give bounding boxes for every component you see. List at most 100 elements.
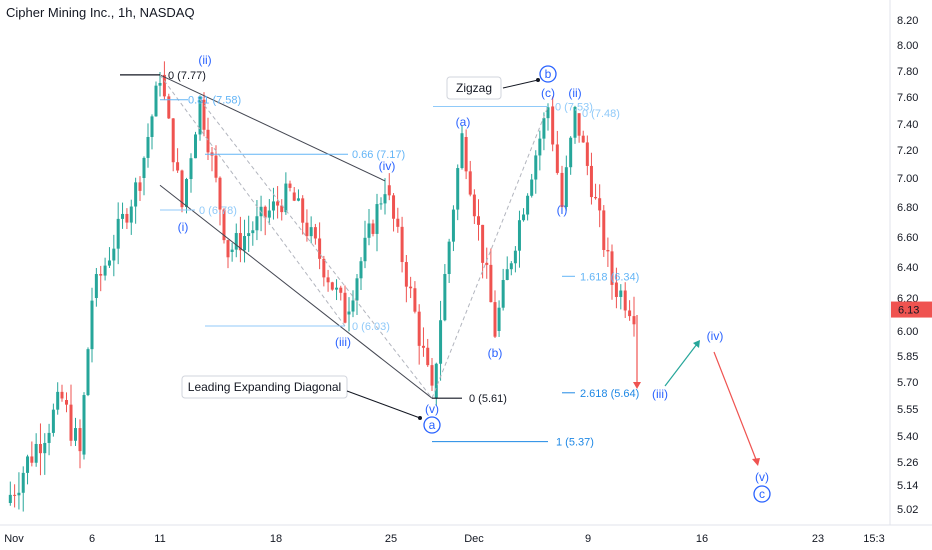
candle-body	[154, 85, 158, 117]
last-price-tag	[891, 301, 932, 318]
candle-body	[218, 177, 222, 210]
callout-box	[181, 375, 348, 399]
candle-body	[38, 443, 42, 454]
wave-label: (b)	[488, 346, 503, 360]
diagonal-lower-line	[159, 184, 433, 399]
candle-body	[171, 118, 175, 163]
fib-level-label: 0.81 (7.58)	[188, 95, 241, 107]
circle-marker	[539, 65, 557, 83]
y-tick-label: 6.00	[897, 326, 918, 338]
candle-body	[505, 269, 509, 280]
y-tick-label: 5.55	[897, 404, 918, 416]
dashed-guide	[199, 99, 433, 399]
candle-body	[17, 492, 21, 496]
candle-body	[30, 456, 34, 463]
down-arrow-head	[633, 382, 641, 389]
fib-level-label: 1.618 (6.34)	[580, 271, 639, 283]
candle-body	[363, 237, 367, 262]
candle-body	[546, 107, 550, 119]
y-tick-label: 8.00	[897, 40, 918, 52]
candle-body	[468, 171, 472, 195]
candle-body	[247, 233, 251, 237]
y-tick-label: 5.02	[897, 504, 918, 516]
wave-label: (iii)	[335, 335, 351, 349]
candle-body	[21, 472, 25, 493]
candle-body	[94, 274, 98, 298]
circled-wave-label: c	[759, 487, 765, 501]
candle-body	[309, 227, 313, 237]
candle-body	[74, 428, 77, 441]
y-tick-label: 7.60	[897, 92, 918, 104]
candles	[8, 61, 636, 512]
candle-body	[614, 282, 618, 297]
candle-body	[477, 216, 480, 225]
candle-body	[430, 365, 434, 386]
candle-body	[598, 198, 602, 211]
candle-body	[464, 137, 468, 172]
candle-body	[555, 144, 559, 173]
y-tick-label: 5.40	[897, 431, 918, 443]
candle-body	[351, 300, 355, 312]
candle-body	[606, 249, 610, 252]
candle-body	[296, 198, 300, 201]
candle-body	[409, 286, 413, 289]
circled-wave-label: a	[429, 418, 436, 432]
candle-body	[185, 179, 188, 207]
candle-body	[301, 198, 305, 223]
candle-body	[125, 213, 129, 223]
candle-body	[355, 278, 359, 301]
candle-body	[214, 155, 218, 178]
candle-body	[129, 206, 133, 223]
down-arrow-head	[752, 458, 760, 466]
candle-body	[271, 201, 275, 211]
candle-body	[413, 288, 417, 312]
wave-labels: (ii) (i) (iii) (iv) (v) (a) (b) (c) (ii) (i) (iii)…	[178, 53, 769, 484]
candle-body	[280, 205, 284, 213]
candle-body	[167, 96, 171, 119]
candle-body	[526, 195, 530, 215]
callout-pointer-dot	[536, 78, 540, 82]
wave-label: (v)	[425, 402, 439, 416]
y-tick-label: 5.14	[897, 480, 918, 492]
candle-body	[43, 442, 47, 454]
candle-body	[47, 432, 51, 443]
candle-body	[619, 290, 623, 297]
candle-body	[267, 210, 271, 218]
candle-body	[359, 261, 363, 279]
candle-body	[472, 194, 476, 217]
y-tick-label: 7.20	[897, 145, 918, 157]
callout-pointer	[346, 390, 421, 419]
candle-body	[8, 494, 12, 503]
candle-body	[371, 223, 375, 234]
candle-body	[194, 134, 197, 159]
candle-body	[497, 307, 501, 331]
last-price-label: 6.13	[898, 305, 919, 317]
candle-body	[443, 273, 447, 321]
candle-body	[530, 179, 534, 196]
fib-level-label: 0 (7.48)	[582, 108, 620, 120]
candle-body	[60, 391, 64, 399]
x-tick-label: 16	[696, 533, 708, 545]
fib-level-label: 0 (7.53)	[555, 101, 593, 113]
candle-body	[569, 137, 573, 168]
candle-body	[581, 135, 585, 143]
callout-box	[446, 76, 502, 100]
candle-body	[375, 204, 379, 234]
candle-body	[51, 409, 55, 433]
candle-body	[198, 96, 202, 135]
candle-body	[330, 282, 334, 290]
candle-body	[367, 223, 371, 238]
candle-body	[134, 182, 138, 207]
candle-body	[538, 138, 542, 156]
callout-label: Zigzag	[456, 81, 492, 95]
candle-body	[112, 248, 116, 261]
candle-body	[99, 274, 103, 276]
candle-body	[573, 106, 577, 138]
candle-body	[146, 136, 150, 158]
candle-body	[263, 206, 267, 218]
candle-body	[513, 250, 517, 264]
candle-body	[318, 238, 322, 259]
x-tick-label: 23	[812, 533, 824, 545]
circled-wave-label: b	[545, 67, 552, 81]
